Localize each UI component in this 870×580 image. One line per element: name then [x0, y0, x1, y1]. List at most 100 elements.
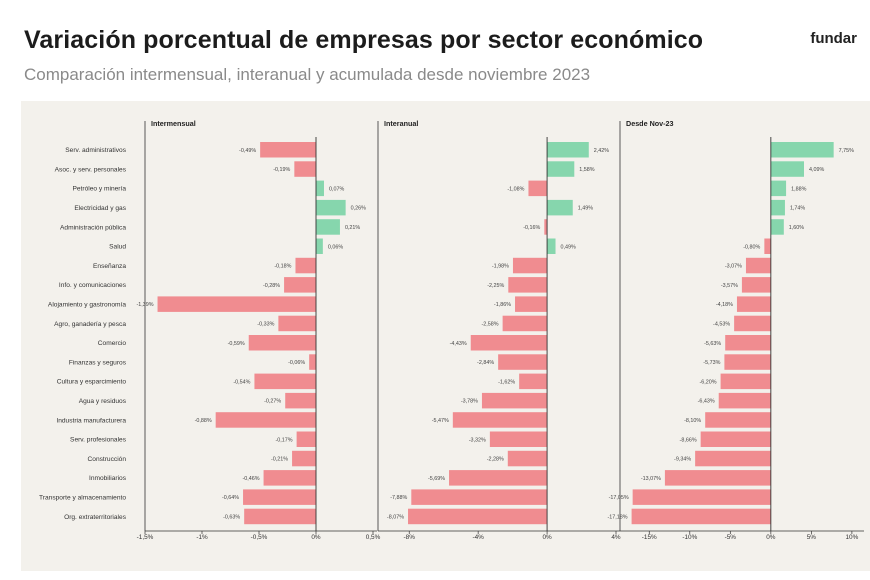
data-label: -3,07% — [725, 264, 742, 270]
data-label: -0,63% — [223, 514, 240, 520]
data-label: -0,28% — [263, 283, 280, 289]
category-label: Construcción — [88, 456, 127, 463]
bar — [316, 219, 340, 235]
bar — [411, 489, 548, 505]
bar — [244, 508, 316, 525]
bar — [770, 199, 785, 216]
bar — [507, 450, 548, 467]
data-label: -0,17% — [276, 437, 293, 443]
data-label: -5,69% — [428, 476, 445, 482]
data-label: 1,58% — [579, 167, 594, 173]
data-label: 0,49% — [561, 244, 576, 250]
data-label: -1,39% — [136, 302, 153, 308]
data-label: -0,49% — [239, 148, 256, 154]
tick-label: -5% — [725, 534, 737, 541]
data-label: -7,88% — [390, 495, 407, 501]
category-label: Industria manufacturera — [56, 417, 126, 424]
chart-subtitle: Comparación intermensual, interanual y a… — [24, 65, 591, 84]
bar — [720, 373, 771, 390]
bar — [449, 470, 548, 486]
bar — [489, 431, 548, 447]
tick-label: 0% — [766, 534, 776, 541]
bar — [243, 489, 316, 505]
category-label: Finanzas y seguros — [69, 359, 127, 366]
category-label: Comercio — [98, 340, 127, 347]
data-label: -0,64% — [222, 495, 239, 501]
bar — [745, 257, 771, 274]
panel-title: Interanual — [384, 119, 418, 128]
data-label: -0,18% — [274, 264, 291, 270]
category-label: Petróleo y minería — [72, 186, 126, 193]
data-label: 2,42% — [594, 148, 609, 154]
tick-label: -10% — [682, 534, 697, 541]
data-label: 7,75% — [839, 148, 854, 154]
data-label: 1,49% — [578, 206, 593, 212]
data-label: 1,88% — [791, 186, 806, 192]
data-label: 1,60% — [789, 225, 804, 231]
tick-label: -0,5% — [251, 534, 268, 541]
data-label: -0,33% — [257, 321, 274, 327]
data-label: -5,47% — [432, 418, 449, 424]
bar — [292, 450, 316, 467]
bar — [695, 450, 771, 467]
data-label: -0,27% — [264, 399, 281, 405]
bar — [498, 354, 548, 370]
category-label: Org. extraterritoriales — [64, 514, 127, 521]
bar — [770, 180, 787, 197]
category-label: Administración pública — [60, 224, 126, 231]
tick-label: -1% — [196, 534, 208, 541]
bar — [215, 412, 316, 428]
bar — [725, 335, 771, 351]
data-label: -8,66% — [680, 437, 697, 443]
bar — [502, 315, 548, 332]
data-label: 1,74% — [790, 206, 805, 212]
tick-label: 10% — [845, 534, 858, 541]
bar — [736, 296, 771, 312]
bar — [632, 489, 771, 505]
bar — [470, 335, 548, 351]
data-label: -4,53% — [713, 321, 730, 327]
data-label: 0,21% — [345, 225, 360, 231]
bar — [316, 199, 346, 216]
category-label: Salud — [109, 244, 126, 251]
data-label: -0,46% — [242, 476, 259, 482]
bar — [515, 296, 548, 312]
data-label: -4,18% — [716, 302, 733, 308]
brand-logo: fundar — [810, 30, 857, 47]
category-label: Enseñanza — [93, 263, 126, 270]
bar — [741, 277, 771, 293]
bar — [734, 315, 771, 332]
data-label: -13,07% — [641, 476, 661, 482]
data-label: -9,34% — [674, 457, 691, 463]
bar — [544, 219, 548, 235]
tick-label: -4% — [472, 534, 484, 541]
bar — [519, 373, 548, 390]
category-label: Info. y comunicaciones — [59, 282, 127, 289]
data-label: -1,98% — [492, 264, 509, 270]
category-label: Agro, ganadería y pesca — [54, 321, 126, 328]
data-label: -2,28% — [487, 457, 504, 463]
bar — [528, 180, 548, 197]
bar — [260, 142, 316, 158]
bar — [452, 412, 548, 428]
data-label: -6,20% — [699, 379, 716, 385]
bar — [547, 199, 573, 216]
data-label: -5,63% — [704, 341, 721, 347]
data-label: -5,73% — [703, 360, 720, 366]
bar — [770, 219, 784, 235]
bar — [309, 354, 316, 370]
category-label: Agua y residuos — [79, 398, 127, 405]
data-label: -0,19% — [273, 167, 290, 173]
data-label: -2,84% — [477, 360, 494, 366]
category-label: Electricidad y gas — [74, 205, 126, 212]
category-label: Cultura y esparcimiento — [57, 379, 127, 386]
data-label: -2,25% — [487, 283, 504, 289]
category-label: Serv. profesionales — [70, 437, 127, 444]
tick-label: 5% — [807, 534, 817, 541]
data-label: -0,88% — [195, 418, 212, 424]
bar — [294, 161, 316, 177]
data-label: 0,07% — [329, 186, 344, 192]
panel-title: Desde Nov-23 — [626, 119, 674, 128]
bar — [724, 354, 771, 370]
data-label: -0,59% — [228, 341, 245, 347]
